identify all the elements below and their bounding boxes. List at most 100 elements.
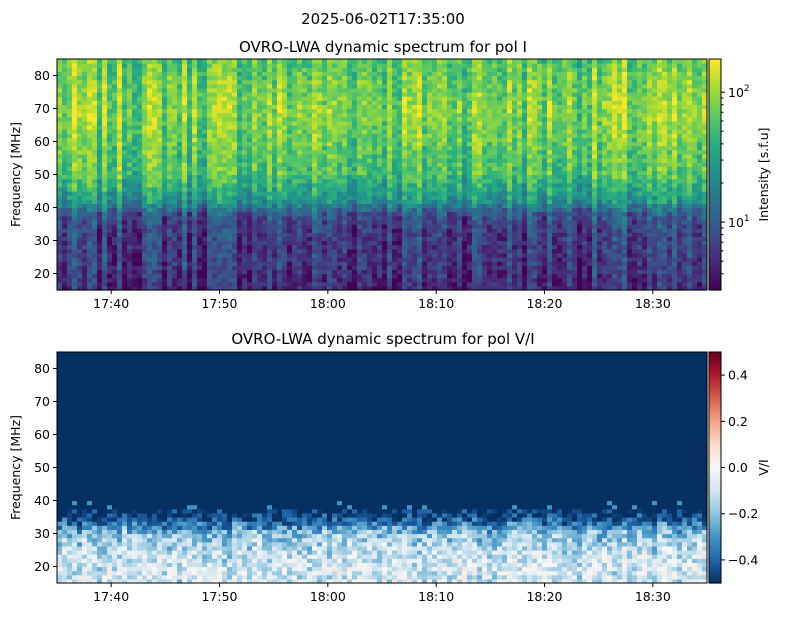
heatmap-cell	[442, 162, 448, 167]
heatmap-cell	[257, 277, 263, 283]
heatmap-cell	[297, 133, 303, 138]
heatmap-cell	[432, 129, 438, 134]
heatmap-cell	[337, 228, 343, 233]
heatmap-cell	[122, 79, 128, 85]
heatmap-cell	[447, 248, 453, 254]
heatmap-cell	[197, 285, 203, 291]
heatmap-cell	[87, 281, 93, 287]
heatmap-cell	[232, 83, 238, 89]
heatmap-cell	[342, 120, 348, 126]
heatmap-cell	[427, 145, 433, 151]
heatmap-cell	[187, 137, 193, 143]
heatmap-cell	[302, 186, 308, 192]
heatmap-cell	[92, 129, 98, 134]
heatmap-cell	[57, 125, 63, 130]
heatmap-cell	[407, 178, 413, 184]
heatmap-cell	[367, 236, 373, 242]
heatmap-cell	[227, 248, 233, 254]
heatmap-cell	[232, 191, 238, 196]
heatmap-cell	[487, 129, 493, 134]
heatmap-cell	[452, 232, 458, 237]
heatmap-cell	[277, 261, 283, 266]
heatmap-cell	[367, 83, 373, 89]
heatmap-cell	[337, 87, 343, 93]
heatmap-cell	[282, 252, 288, 258]
heatmap-cell	[342, 170, 348, 176]
heatmap-cell	[257, 248, 263, 254]
heatmap-cell	[97, 63, 103, 68]
heatmap-cell	[102, 153, 108, 159]
heatmap-cell	[287, 125, 293, 130]
heatmap-cell	[127, 120, 133, 126]
heatmap-cell	[457, 153, 463, 159]
heatmap-cell	[182, 162, 188, 167]
heatmap-cell	[297, 75, 303, 81]
heatmap-cell	[462, 170, 468, 176]
heatmap-cell	[187, 162, 193, 167]
heatmap-cell	[87, 232, 93, 237]
heatmap-cell	[297, 129, 303, 134]
heatmap-cell	[322, 199, 328, 204]
heatmap-cell	[102, 281, 108, 287]
heatmap-cell	[132, 104, 138, 110]
heatmap-cell	[172, 252, 178, 258]
heatmap-cell	[132, 83, 138, 89]
heatmap-cell	[427, 67, 433, 72]
heatmap-cell	[297, 285, 303, 291]
heatmap-cell	[372, 269, 378, 275]
heatmap-cell	[77, 108, 83, 114]
heatmap-cell	[147, 257, 153, 262]
heatmap-cell	[172, 186, 178, 192]
heatmap-cell	[392, 112, 398, 118]
heatmap-cell	[312, 75, 318, 81]
heatmap-cell	[342, 112, 348, 118]
heatmap-cell	[102, 182, 108, 188]
heatmap-cell	[302, 195, 308, 200]
heatmap-cell	[277, 116, 283, 122]
heatmap-cell	[242, 174, 248, 180]
heatmap-cell	[252, 145, 258, 151]
heatmap-cell	[297, 261, 303, 266]
heatmap-cell	[167, 75, 173, 81]
heatmap-cell	[257, 261, 263, 266]
heatmap-cell	[92, 232, 98, 237]
heatmap-cell	[437, 104, 443, 110]
heatmap-cell	[117, 224, 123, 229]
heatmap-cell	[252, 232, 258, 237]
heatmap-cell	[267, 79, 273, 85]
heatmap-cell	[77, 71, 83, 77]
heatmap-cell	[492, 277, 498, 283]
heatmap-cell	[482, 129, 488, 134]
heatmap-cell	[267, 149, 273, 155]
heatmap-cell	[117, 252, 123, 258]
heatmap-cell	[82, 133, 88, 138]
heatmap-cell	[382, 129, 388, 134]
heatmap-cell	[127, 281, 133, 287]
heatmap-cell	[252, 199, 258, 204]
heatmap-cell	[482, 162, 488, 167]
heatmap-cell	[292, 182, 298, 188]
heatmap-cell	[227, 67, 233, 72]
heatmap-cell	[457, 252, 463, 258]
heatmap-cell	[262, 240, 268, 246]
heatmap-cell	[392, 178, 398, 184]
heatmap-cell	[127, 104, 133, 110]
heatmap-cell	[377, 87, 383, 93]
heatmap-cell	[297, 232, 303, 237]
heatmap-cell	[387, 178, 393, 184]
heatmap-cell	[442, 79, 448, 85]
heatmap-cell	[417, 170, 423, 176]
heatmap-cell	[162, 162, 168, 167]
heatmap-cell	[237, 248, 243, 254]
heatmap-cell	[187, 257, 193, 262]
heatmap-cell	[57, 59, 63, 64]
heatmap-cell	[217, 104, 223, 110]
heatmap-cell	[197, 211, 203, 217]
heatmap-cell	[412, 211, 418, 217]
heatmap-cell	[252, 281, 258, 287]
heatmap-cell	[482, 224, 488, 229]
heatmap-cell	[347, 87, 353, 93]
heatmap-cell	[462, 207, 468, 213]
heatmap-cell	[177, 215, 183, 221]
heatmap-cell	[452, 269, 458, 275]
